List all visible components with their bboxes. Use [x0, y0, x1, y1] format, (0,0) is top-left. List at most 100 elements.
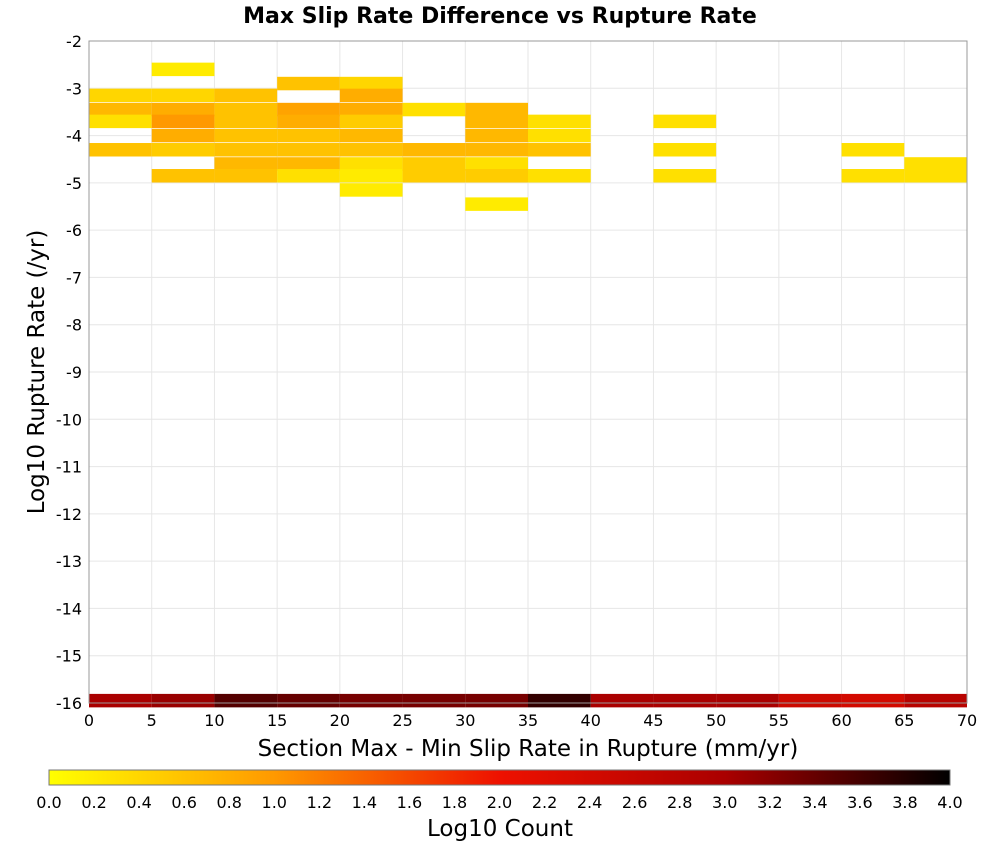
y-tick-label: -3: [66, 79, 82, 98]
heatmap-cell: [904, 693, 967, 708]
heatmap-cell: [465, 197, 528, 211]
heatmap-cell: [339, 157, 403, 171]
heatmap-cell: [89, 693, 152, 708]
y-tick-label: -7: [66, 268, 82, 287]
heatmap-cell: [339, 76, 403, 91]
heatmap-cell: [339, 88, 403, 103]
y-tick-label: -9: [66, 363, 82, 382]
heatmap-cell: [653, 169, 717, 183]
heatmap-cell: [653, 693, 717, 708]
y-tick-label: -14: [56, 599, 82, 618]
heatmap-cell: [778, 693, 842, 708]
heatmap-cell: [465, 114, 528, 129]
heatmap-cell: [465, 128, 528, 143]
heatmap-cell: [528, 114, 591, 129]
x-tick-label: 35: [518, 711, 538, 730]
heatmap-cell: [89, 114, 152, 129]
colorbar-tick-label: 3.8: [892, 793, 917, 812]
colorbar-tick-label: 2.6: [622, 793, 647, 812]
heatmap-cell: [841, 693, 905, 708]
heatmap-cell: [89, 88, 152, 103]
colorbar-tick-label: 2.8: [667, 793, 692, 812]
heatmap-cell: [465, 157, 528, 171]
heatmap-cell: [214, 143, 278, 157]
heatmap-cell: [841, 143, 905, 157]
colorbar-tick-label: 0.6: [171, 793, 196, 812]
x-tick-label: 20: [330, 711, 350, 730]
heatmap-cell: [402, 169, 466, 183]
heatmap-cell: [151, 114, 215, 129]
heatmap-cell: [151, 88, 215, 103]
heatmap-cell: [465, 693, 528, 708]
heatmap-cell: [214, 88, 278, 103]
x-tick-label: 60: [831, 711, 851, 730]
heatmap-cell: [151, 128, 215, 143]
heatmap-cell: [339, 143, 403, 157]
y-tick-label: -15: [56, 647, 82, 666]
heatmap-cell: [277, 143, 340, 157]
y-tick-label: -12: [56, 505, 82, 524]
x-tick-label: 45: [643, 711, 663, 730]
y-tick-label: -6: [66, 221, 82, 240]
heatmap-cell: [151, 143, 215, 157]
heatmap-cell: [716, 693, 779, 708]
heatmap-cell: [528, 693, 591, 708]
heatmap-cell: [339, 128, 403, 143]
heatmap-cell: [214, 128, 278, 143]
heatmap-cell: [277, 76, 340, 91]
heatmap-cell: [465, 169, 528, 183]
x-tick-label: 65: [894, 711, 914, 730]
heatmap-cell: [402, 157, 466, 171]
colorbar-tick-label: 0.0: [36, 793, 61, 812]
heatmap-cell: [904, 157, 967, 171]
heatmap-cell: [151, 693, 215, 708]
colorbar-title: Log10 Count: [427, 816, 573, 842]
x-tick-label: 5: [147, 711, 157, 730]
y-tick-label: -4: [66, 127, 82, 146]
heatmap-cell: [841, 169, 905, 183]
heatmap-cell: [277, 128, 340, 143]
colorbar-tick-label: 1.4: [352, 793, 377, 812]
heatmap-cell: [89, 102, 152, 117]
heatmap-cell: [653, 143, 717, 157]
heatmap-cell: [214, 157, 278, 171]
colorbar-tick-label: 3.4: [802, 793, 827, 812]
y-tick-label: -10: [56, 410, 82, 429]
heatmap-cell: [402, 693, 466, 708]
colorbar-tick-label: 2.0: [487, 793, 512, 812]
x-tick-label: 25: [392, 711, 412, 730]
plot-frame: [88, 40, 968, 704]
y-tick-label: -2: [66, 32, 82, 51]
x-tick-label: 30: [455, 711, 475, 730]
x-axis-ticks: 0 5 10 15 20 25 30 35 40 45 50 55 60 65 70: [84, 711, 977, 730]
heatmap-cell: [214, 169, 278, 183]
heatmap-cell: [151, 169, 215, 183]
colorbar-tick-label: 1.0: [262, 793, 287, 812]
colorbar-tick-label: 2.4: [577, 793, 602, 812]
colorbar-tick-label: 0.2: [81, 793, 106, 812]
y-tick-label: -11: [56, 458, 82, 477]
heatmap-cell: [339, 114, 403, 129]
chart-title: Max Slip Rate Difference vs Rupture Rate: [243, 4, 757, 29]
y-tick-label: -16: [56, 694, 82, 713]
y-tick-label: -8: [66, 316, 82, 335]
heatmap-cell: [339, 102, 403, 117]
heatmap-cell: [653, 114, 717, 129]
heatmap-cell: [528, 169, 591, 183]
heatmap-cell: [339, 693, 403, 708]
y-tick-label: -13: [56, 552, 82, 571]
y-axis-ticks: -2 -3 -4 -5 -6 -7 -8 -9 -10 -11 -12 -13 -14 -15 -16: [56, 32, 82, 713]
heatmap-cell: [528, 143, 591, 157]
heatmap-cell: [89, 143, 152, 157]
x-tick-label: 10: [204, 711, 224, 730]
colorbar-tick-label: 3.6: [847, 793, 872, 812]
colorbar: [48, 769, 951, 786]
colorbar-tick-label: 1.2: [307, 793, 332, 812]
x-tick-label: 40: [581, 711, 601, 730]
heatmap-cell: [277, 169, 340, 183]
heatmap-cell: [904, 169, 967, 183]
colorbar-tick-label: 3.0: [712, 793, 737, 812]
y-tick-label: -5: [66, 174, 82, 193]
heatmap-cell: [402, 143, 466, 157]
